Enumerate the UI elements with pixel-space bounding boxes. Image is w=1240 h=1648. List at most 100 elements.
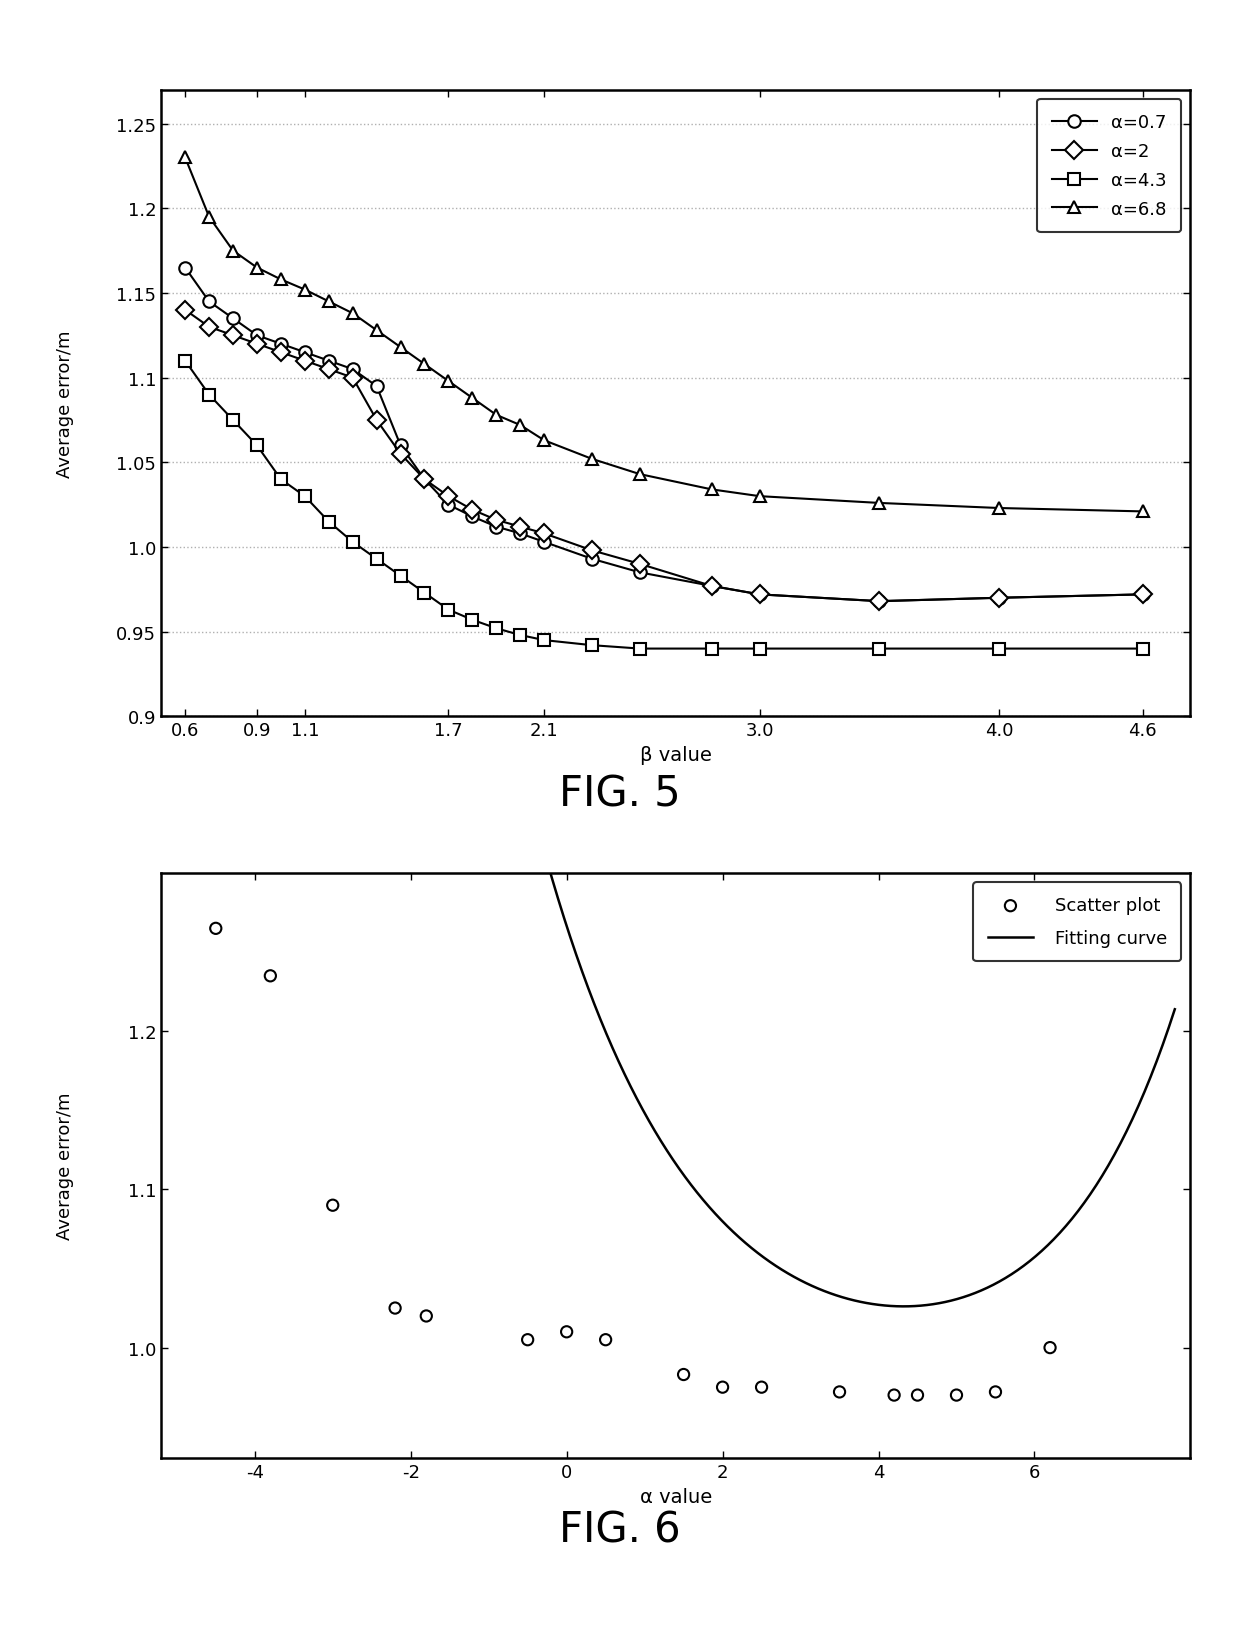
α=2 [513, 517, 528, 537]
Scatter plot [751, 1374, 771, 1401]
Legend: Scatter plot, Fitting curve: Scatter plot, Fitting curve [973, 882, 1182, 962]
Fitting curve [898, 1297, 913, 1317]
α=0.7 [441, 496, 456, 516]
Scatter plot [986, 1379, 1006, 1406]
α=0.7 [298, 343, 312, 363]
α=4.3 [513, 626, 528, 646]
α=2 [465, 501, 480, 521]
α=6.8 [632, 465, 647, 485]
α=6.8 [417, 354, 432, 374]
α=2 [226, 326, 241, 346]
α=6.8 [226, 242, 241, 262]
α=2 [202, 318, 217, 338]
α=6.8 [1135, 503, 1149, 522]
α=4.3 [489, 620, 503, 639]
X-axis label: α value: α value [640, 1486, 712, 1506]
α=6.8 [441, 372, 456, 392]
α=4.3 [393, 567, 408, 587]
α=2 [274, 343, 289, 363]
Fitting curve [760, 1251, 775, 1271]
Fitting curve [640, 1107, 655, 1127]
α=4.3 [704, 639, 719, 659]
X-axis label: β value: β value [640, 745, 712, 765]
Line: α=2: α=2 [179, 305, 1148, 608]
α=4.3 [298, 486, 312, 506]
α=6.8 [202, 208, 217, 227]
α=6.8 [274, 270, 289, 290]
α=0.7 [274, 335, 289, 354]
Text: FIG. 5: FIG. 5 [559, 773, 681, 816]
Scatter plot [260, 962, 280, 989]
α=6.8 [370, 321, 384, 341]
α=0.7 [345, 359, 360, 379]
Scatter plot [946, 1383, 966, 1409]
α=4.3 [632, 639, 647, 659]
α=4.3 [370, 549, 384, 569]
α=4.3 [992, 639, 1007, 659]
α=0.7 [226, 310, 241, 330]
α=4.3 [1135, 639, 1149, 659]
α=4.3 [226, 410, 241, 430]
Line: Fitting curve: Fitting curve [169, 0, 1174, 1307]
α=0.7 [1135, 585, 1149, 605]
Line: α=6.8: α=6.8 [179, 152, 1148, 519]
α=2 [584, 541, 599, 560]
Line: α=4.3: α=4.3 [179, 356, 1148, 656]
α=2 [704, 577, 719, 597]
α=4.3 [417, 583, 432, 603]
α=0.7 [489, 517, 503, 537]
α=2 [321, 359, 336, 379]
α=0.7 [704, 577, 719, 597]
α=0.7 [753, 585, 768, 605]
α=6.8 [513, 415, 528, 435]
α=4.3 [465, 610, 480, 630]
α=0.7 [992, 588, 1007, 608]
α=6.8 [393, 338, 408, 358]
α=4.3 [872, 639, 887, 659]
Scatter plot [673, 1361, 693, 1388]
α=0.7 [584, 549, 599, 569]
Scatter plot [206, 916, 226, 943]
α=0.7 [202, 292, 217, 311]
α=6.8 [345, 305, 360, 325]
α=6.8 [753, 486, 768, 506]
α=0.7 [177, 259, 192, 279]
α=2 [298, 351, 312, 371]
Scatter plot [908, 1383, 928, 1409]
α=2 [249, 335, 264, 354]
Scatter plot [518, 1327, 538, 1353]
α=4.3 [537, 631, 552, 651]
Fitting curve [1167, 1000, 1182, 1020]
α=6.8 [465, 389, 480, 409]
α=4.3 [584, 636, 599, 656]
α=4.3 [753, 639, 768, 659]
α=4.3 [249, 437, 264, 456]
Scatter plot [884, 1383, 904, 1409]
α=0.7 [537, 532, 552, 552]
Scatter plot [417, 1304, 436, 1330]
Fitting curve [645, 1117, 660, 1137]
α=2 [345, 369, 360, 389]
Scatter plot [713, 1374, 733, 1401]
α=6.8 [321, 292, 336, 311]
α=4.3 [202, 386, 217, 405]
Scatter plot [830, 1379, 849, 1406]
Y-axis label: Average error/m: Average error/m [56, 330, 73, 478]
α=2 [1135, 585, 1149, 605]
α=6.8 [249, 259, 264, 279]
α=6.8 [704, 480, 719, 499]
Scatter plot [386, 1295, 405, 1322]
α=4.3 [274, 470, 289, 489]
α=2 [177, 302, 192, 321]
α=2 [632, 555, 647, 575]
α=4.3 [177, 351, 192, 371]
α=0.7 [370, 377, 384, 397]
Scatter plot [1040, 1335, 1060, 1361]
α=0.7 [513, 524, 528, 544]
α=6.8 [537, 432, 552, 452]
Y-axis label: Average error/m: Average error/m [56, 1093, 73, 1239]
α=4.3 [321, 513, 336, 532]
α=4.3 [441, 600, 456, 620]
Scatter plot [595, 1327, 615, 1353]
Fitting curve [1146, 1063, 1161, 1083]
